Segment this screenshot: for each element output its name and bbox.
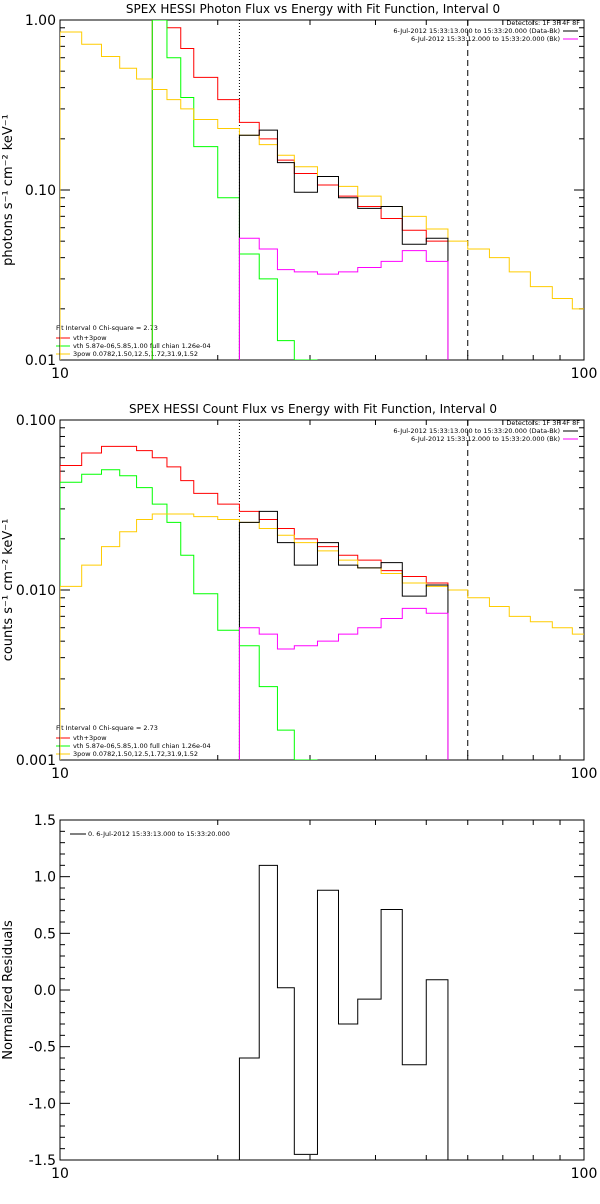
series-line — [60, 469, 318, 760]
series-line — [238, 129, 449, 360]
detectors-label: Detectors: 1F 3F 4F 8F — [506, 419, 580, 427]
photon-flux-panel: SPEX HESSI Photon Flux vs Energy with Fi… — [1, 2, 597, 382]
residuals-panel: Normalized Residuals 0. 6-Jul-2012 15:33… — [1, 813, 597, 1182]
detectors-label: Detectors: 1F 3F 4F 8F — [506, 19, 580, 27]
y-axis-label: photons s⁻¹ cm⁻² keV⁻¹ — [1, 114, 16, 266]
y-tick-label: 0.0 — [34, 983, 56, 999]
x-tick-label: 100 — [571, 766, 598, 782]
x-tick-label: 100 — [571, 366, 598, 382]
x-tick-label: 100 — [571, 1166, 598, 1182]
legend-top-item: 6-Jul-2012 15:33:12.000 to 15:33:20.000 … — [411, 35, 560, 43]
legend-top-item: 0. 6-Jul-2012 15:33:13.000 to 15:33:20.0… — [88, 830, 230, 838]
x-tick-label: 10 — [51, 366, 69, 382]
y-axis-label: Normalized Residuals — [1, 920, 16, 1060]
series-group — [238, 864, 449, 1160]
legend-bottom-item: vth 5.87e-06,5.85,1.00 full chian 1.26e-… — [73, 742, 211, 750]
y-axis-label: counts s⁻¹ cm⁻² keV⁻¹ — [1, 519, 16, 662]
y-tick-label: -1.5 — [29, 1153, 56, 1169]
y-tick-label: -1.0 — [29, 1096, 56, 1112]
y-tick-label: 0.010 — [16, 583, 56, 599]
y-tick-label: 0.10 — [25, 183, 56, 199]
legend-top-item: 6-Jul-2012 15:33:13.000 to 15:33:20.000 … — [393, 27, 560, 35]
y-tick-label: 0.5 — [34, 926, 56, 942]
series-line — [151, 20, 318, 360]
legend-bottom-item: vth+3pow — [73, 334, 107, 342]
plot-frame — [59, 419, 585, 761]
series-line — [238, 510, 449, 760]
y-tick-label: 1.00 — [25, 13, 56, 29]
legend-top-item: 6-Jul-2012 15:33:12.000 to 15:33:20.000 … — [411, 435, 560, 443]
legend-bottom-item: Fit Interval 0 Chi-square = 2.73 — [56, 324, 158, 332]
y-tick-label: 0.100 — [16, 413, 56, 429]
chart-title: SPEX HESSI Count Flux vs Energy with Fit… — [129, 402, 497, 416]
x-tick-label: 10 — [51, 1166, 69, 1182]
x-tick-label: 10 — [51, 766, 69, 782]
y-tick-label: 1.0 — [34, 870, 56, 886]
legend-bottom-item: vth 5.87e-06,5.85,1.00 full chian 1.26e-… — [73, 342, 211, 350]
series-group — [60, 20, 584, 360]
legend-top-item: 6-Jul-2012 15:33:13.000 to 15:33:20.000 … — [393, 427, 560, 435]
series-line — [238, 607, 449, 760]
series-line — [238, 864, 449, 1160]
chart-title: SPEX HESSI Photon Flux vs Energy with Fi… — [126, 2, 500, 16]
series-group — [60, 445, 584, 760]
series-line — [151, 20, 448, 360]
y-tick-label: 0.01 — [25, 353, 56, 369]
y-tick-label: 0.001 — [16, 753, 56, 769]
legend-bottom-item: vth+3pow — [73, 734, 107, 742]
count-flux-panel: SPEX HESSI Count Flux vs Energy with Fit… — [1, 402, 597, 782]
series-line — [238, 237, 449, 360]
series-line — [60, 31, 584, 360]
legend-bottom-item: 3pow 0.0782,1.50,12.5,1.72,31.9,1.52 — [73, 350, 198, 358]
plot-frame — [59, 19, 585, 361]
legend-bottom-item: 3pow 0.0782,1.50,12.5,1.72,31.9,1.52 — [73, 750, 198, 758]
plot-frame — [59, 819, 585, 1161]
y-tick-label: -0.5 — [29, 1040, 56, 1056]
y-tick-label: 1.5 — [34, 813, 56, 829]
series-line — [60, 445, 468, 760]
legend-bottom-item: Fit Interval 0 Chi-square = 2.73 — [56, 724, 158, 732]
